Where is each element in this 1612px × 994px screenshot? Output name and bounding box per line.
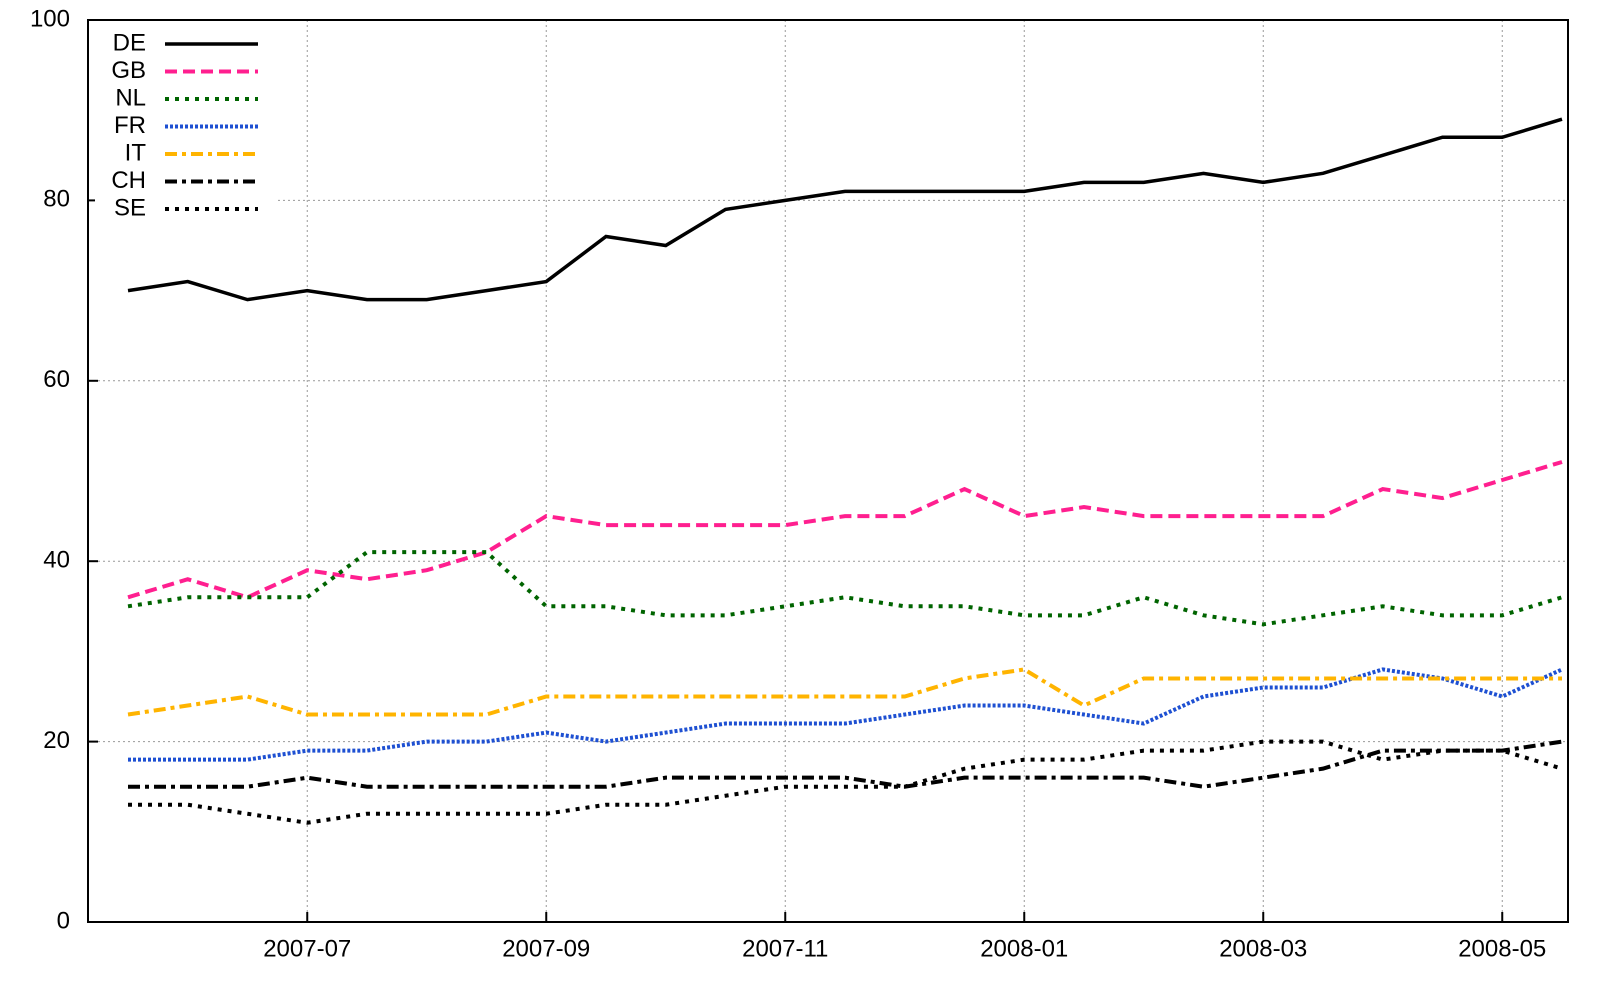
series-line bbox=[127, 667, 1562, 717]
legend-label: CH bbox=[111, 167, 146, 194]
x-tick-label: 2008-05 bbox=[1458, 935, 1546, 962]
legend-label: FR bbox=[114, 112, 146, 139]
legend-label: SE bbox=[114, 194, 146, 221]
legend-label: IT bbox=[125, 139, 147, 166]
series-line bbox=[127, 117, 1563, 302]
legend-label: GB bbox=[111, 57, 146, 84]
y-tick-label: 80 bbox=[43, 186, 70, 213]
x-tick-label: 2007-07 bbox=[263, 935, 351, 962]
plot-border bbox=[87, 19, 1569, 923]
y-tick-label: 40 bbox=[43, 547, 70, 574]
y-tick-label: 100 bbox=[30, 5, 70, 32]
y-tick-label: 60 bbox=[43, 366, 70, 393]
x-tick-label: 2008-01 bbox=[980, 935, 1068, 962]
series-line bbox=[128, 667, 1563, 762]
x-tick-label: 2007-09 bbox=[502, 935, 590, 962]
legend-label: DE bbox=[113, 29, 146, 56]
series-line bbox=[128, 739, 1563, 789]
series-line bbox=[127, 550, 1563, 627]
x-tick-label: 2008-03 bbox=[1219, 935, 1307, 962]
series-line bbox=[127, 460, 1563, 600]
y-tick-label: 20 bbox=[43, 727, 70, 754]
y-tick-label: 0 bbox=[57, 907, 70, 934]
legend-label: NL bbox=[115, 84, 146, 111]
x-tick-label: 2007-11 bbox=[742, 935, 828, 962]
series-line bbox=[128, 739, 1563, 825]
legend-box bbox=[95, 30, 275, 231]
